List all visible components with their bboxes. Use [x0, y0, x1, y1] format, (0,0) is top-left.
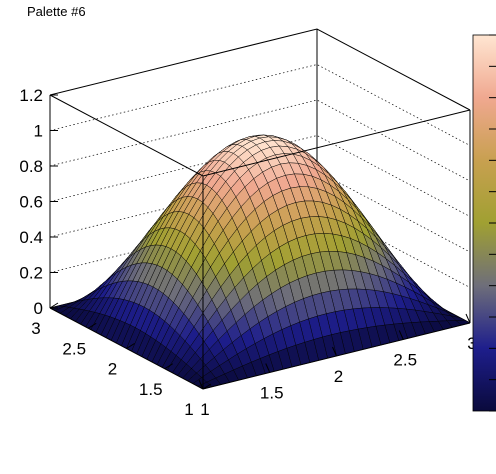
- y-tick-mark: [202, 383, 212, 390]
- back-top-edges: [49, 28, 471, 111]
- z-tick-label: 0.2: [19, 264, 43, 283]
- y-tick-label: 3: [31, 319, 40, 338]
- z-tick-label: 1: [34, 122, 43, 141]
- y-tick-mark: [126, 343, 135, 349]
- y-tick-mark: [49, 302, 59, 309]
- z-tick-label: 1.2: [19, 86, 43, 105]
- x-tick-label: 1.5: [260, 384, 284, 403]
- y-tick-mark: [164, 363, 174, 370]
- x-tick-mark: [465, 313, 471, 324]
- x-tick-label: 2.5: [393, 351, 417, 370]
- z-tick-label: 0.6: [19, 193, 43, 212]
- x-tick-label: 2: [334, 367, 343, 386]
- x-tick-mark: [265, 363, 271, 373]
- front-top-edges: [49, 94, 471, 177]
- x-tick-mark: [198, 379, 204, 390]
- surface-mesh: [49, 134, 471, 390]
- z-tick-label: 0.8: [19, 157, 43, 176]
- y-tick-label: 2: [108, 360, 117, 379]
- z-tick-label: 0: [34, 299, 43, 318]
- y-tick-label: 1: [184, 400, 193, 419]
- x-tick-label: 3: [467, 334, 476, 353]
- y-tick-label: 1.5: [139, 380, 163, 399]
- y-tick-label: 2.5: [62, 339, 86, 358]
- color-scale-bar: [472, 34, 496, 412]
- x-tick-mark: [398, 330, 404, 340]
- x-tick-mark: [332, 346, 337, 357]
- y-tick-mark: [87, 322, 97, 329]
- axis-ticks: 0 0.2 0.4 0.6 0.8 1 1.2 1 1.5 2 2.5 3 1 1.5 2 2.5 3: [19, 86, 476, 419]
- x-tick-label: 1: [200, 400, 209, 419]
- chart-title: Palette #6: [27, 4, 86, 19]
- z-tick-label: 0.4: [19, 228, 43, 247]
